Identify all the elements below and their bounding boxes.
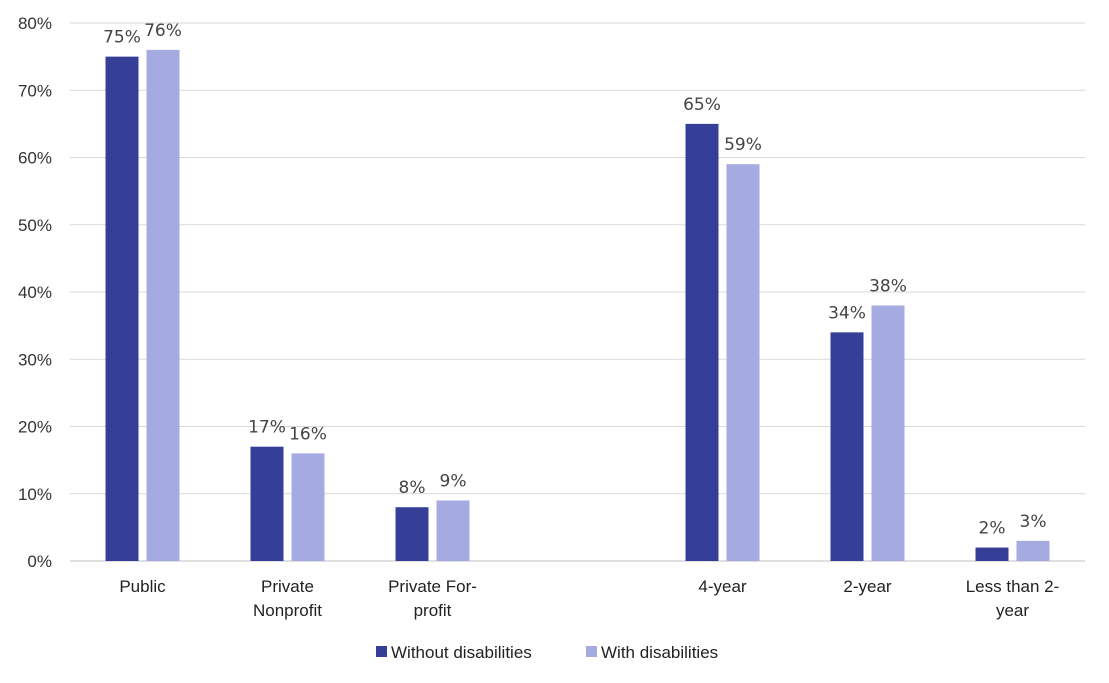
legend-swatch [586, 646, 597, 657]
data-label: 8% [399, 478, 426, 498]
x-category-label-line: Public [119, 577, 166, 596]
bar-with-disabilities [146, 49, 180, 562]
legend-swatch [376, 646, 387, 657]
gridlines [70, 22, 1085, 562]
data-label: 38% [869, 276, 907, 296]
x-category-label-line: Nonprofit [253, 601, 322, 620]
bar-without-disabilities [685, 123, 719, 561]
legend: Without disabilities With disabilities [376, 643, 718, 662]
x-category-label-line: 4-year [698, 577, 747, 596]
x-category-label: Public [119, 577, 166, 596]
bar-without-disabilities [975, 547, 1009, 561]
bar-without-disabilities [395, 507, 429, 561]
x-category-label-line: Private For- [388, 577, 477, 596]
x-category-label-line: 2-year [843, 577, 892, 596]
x-category-label-line: year [996, 601, 1029, 620]
data-label: 17% [248, 418, 286, 438]
data-label: 76% [144, 21, 182, 41]
x-category-label-line: Private [261, 577, 314, 596]
bar-without-disabilities [250, 446, 284, 561]
x-axis-categories: Public Private Nonprofit Private For-profit… [119, 577, 1059, 620]
y-tick-label: 10% [18, 485, 52, 504]
y-tick-label: 30% [18, 350, 52, 369]
data-label: 9% [440, 471, 467, 491]
data-labels: 75% 17% 8% 65% 34% 2% 76% 16% 9% 59% 38% 3% [103, 21, 1046, 539]
legend-label: Without disabilities [391, 643, 532, 662]
x-category-label: 4-year [698, 577, 747, 596]
y-tick-label: 50% [18, 216, 52, 235]
x-category-label: Private For-profit [388, 577, 477, 620]
bar-without-disabilities [105, 56, 139, 561]
y-tick-label: 0% [27, 552, 52, 571]
data-label: 3% [1020, 512, 1047, 532]
y-tick-label: 20% [18, 418, 52, 437]
data-label: 16% [289, 424, 327, 444]
bar-with-disabilities [436, 500, 470, 561]
bars [105, 49, 1050, 562]
bar-with-disabilities [871, 305, 905, 561]
bar-with-disabilities [726, 164, 760, 561]
y-axis-ticks: 0% 10% 20% 30% 40% 50% 60% 70% 80% [18, 14, 52, 571]
bar-with-disabilities [1016, 540, 1050, 561]
y-tick-label: 80% [18, 14, 52, 33]
data-label: 65% [683, 95, 721, 115]
x-category-label: Less than 2- year [966, 577, 1060, 620]
data-label: 2% [979, 519, 1006, 539]
y-tick-label: 40% [18, 283, 52, 302]
bar-without-disabilities [830, 332, 864, 561]
bar-with-disabilities [291, 453, 325, 561]
legend-label: With disabilities [601, 643, 718, 662]
data-label: 34% [828, 303, 866, 323]
x-category-label-line: profit [414, 601, 452, 620]
x-category-label: Private Nonprofit [253, 577, 322, 620]
data-label: 59% [724, 135, 762, 155]
x-category-label: 2-year [843, 577, 892, 596]
x-category-label-line: Less than 2- [966, 577, 1060, 596]
y-tick-label: 70% [18, 81, 52, 100]
data-label: 75% [103, 28, 141, 48]
y-tick-label: 60% [18, 149, 52, 168]
